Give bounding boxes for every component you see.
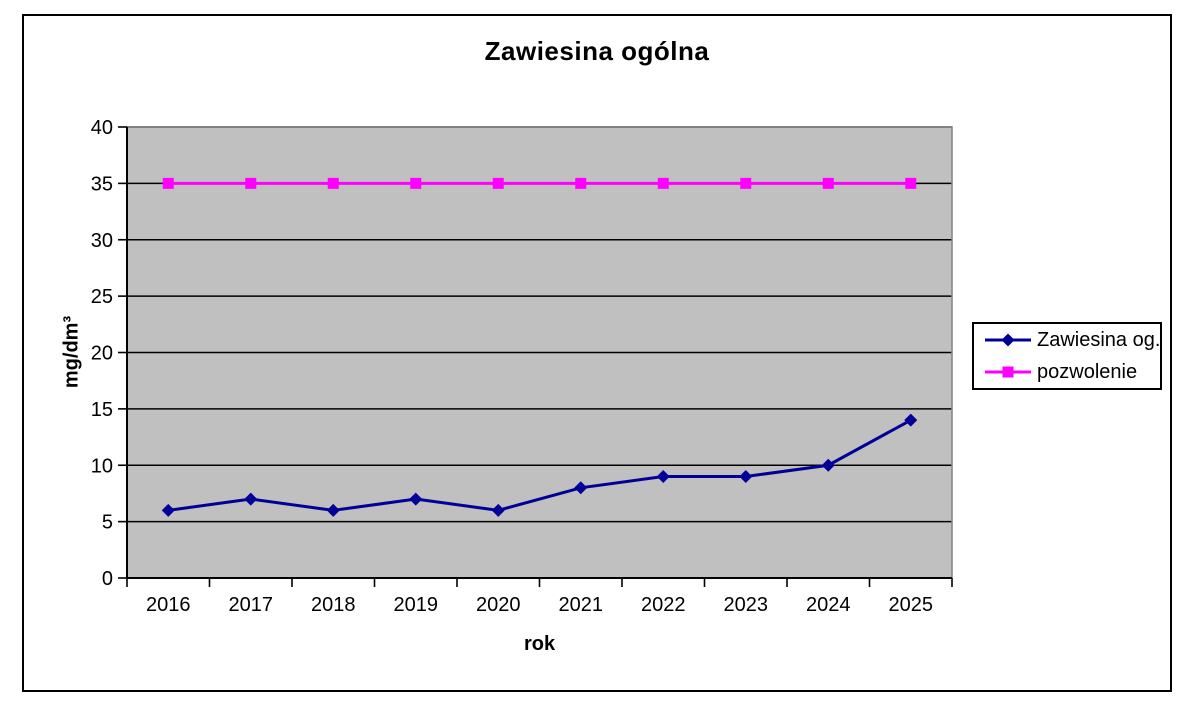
data-point-marker — [904, 413, 918, 427]
x-axis-tick-labels: 2016 2017 2018 2019 2020 2021 2022 2023 2024 2025 — [146, 594, 933, 616]
legend-item-pozwolenie: pozwolenie — [984, 358, 1160, 386]
y-axis-tick-labels: 0 5 10 15 20 25 30 35 40 — [91, 117, 113, 590]
data-point-marker — [575, 177, 587, 189]
y-axis-title: mg/dm³ — [60, 315, 83, 389]
data-point-marker — [656, 470, 670, 484]
chart-title: Zawiesina ogólna — [484, 36, 710, 66]
data-point-marker — [161, 503, 175, 517]
y-tick-label: 0 — [102, 568, 113, 590]
legend-label-zawiesina-og: Zawiesina og. — [1037, 328, 1161, 351]
data-point-marker — [491, 503, 505, 517]
data-point-marker — [905, 177, 917, 189]
data-point-marker — [409, 492, 423, 506]
series-line — [168, 418, 912, 512]
x-tick-label: 2017 — [229, 594, 274, 616]
data-point-marker — [822, 177, 834, 189]
data-point-marker — [1001, 333, 1015, 347]
series-pozwolenie — [162, 177, 917, 189]
data-point-marker — [410, 177, 422, 189]
data-point-marker — [821, 458, 835, 472]
data-point-marker — [245, 177, 257, 189]
x-tick-label: 2019 — [394, 594, 439, 616]
data-point-marker — [740, 177, 752, 189]
legend-swatch-square-icon — [985, 366, 1031, 378]
axis-ticks — [118, 126, 953, 587]
legend-swatch-diamond-icon — [985, 333, 1031, 347]
data-point-marker — [327, 177, 339, 189]
x-tick-label: 2018 — [311, 594, 356, 616]
x-tick-label: 2025 — [889, 594, 934, 616]
x-tick-label: 2021 — [559, 594, 604, 616]
data-point-marker — [244, 492, 258, 506]
x-tick-label: 2023 — [724, 594, 769, 616]
data-point-marker — [1002, 366, 1014, 378]
x-tick-label: 2024 — [806, 594, 851, 616]
x-axis-title: rok — [523, 633, 556, 655]
x-tick-label: 2022 — [641, 594, 686, 616]
legend-item-zawiesina-og: Zawiesina og. — [984, 326, 1160, 354]
data-point-marker — [162, 177, 174, 189]
x-tick-label: 2016 — [146, 594, 191, 616]
y-tick-label: 40 — [91, 117, 113, 139]
data-point-marker — [739, 470, 753, 484]
x-tick-label: 2020 — [476, 594, 521, 616]
series-zawiesina-og — [161, 413, 918, 517]
y-tick-label: 5 — [102, 512, 113, 534]
y-tick-label: 25 — [91, 286, 113, 308]
y-tick-label: 15 — [91, 399, 113, 421]
y-tick-label: 30 — [91, 230, 113, 252]
y-tick-label: 20 — [91, 343, 113, 365]
data-point-marker — [657, 177, 669, 189]
legend: Zawiesina og. pozwolenie — [972, 322, 1162, 390]
data-point-marker — [326, 503, 340, 517]
data-point-marker — [574, 481, 588, 495]
data-point-marker — [492, 177, 504, 189]
y-tick-label: 35 — [91, 173, 113, 195]
legend-label-pozwolenie: pozwolenie — [1037, 360, 1138, 383]
y-tick-label: 10 — [91, 455, 113, 477]
